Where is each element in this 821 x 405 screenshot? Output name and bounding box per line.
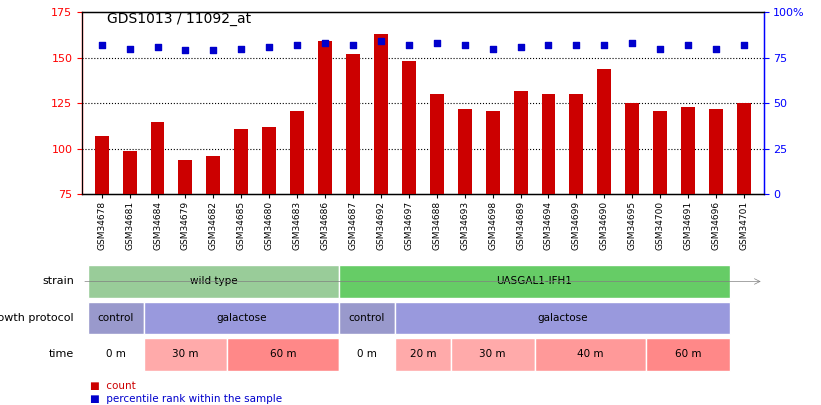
Bar (262, 127, 276, 194)
Point (486, 45, 499, 52)
Point (681, 42, 695, 48)
FancyBboxPatch shape (339, 301, 395, 335)
FancyBboxPatch shape (227, 338, 339, 371)
Point (291, 42, 304, 48)
Text: UASGAL1-IFH1: UASGAL1-IFH1 (497, 277, 572, 286)
Text: 0 m: 0 m (357, 350, 377, 359)
Text: ■  count: ■ count (90, 381, 136, 390)
Bar (430, 94, 444, 194)
Point (598, 42, 611, 48)
Text: control: control (349, 313, 385, 323)
Point (95, 42, 108, 48)
Bar (401, 62, 415, 194)
Bar (206, 156, 220, 194)
Point (654, 45, 667, 52)
Point (402, 42, 415, 48)
Point (709, 45, 722, 52)
Point (235, 45, 248, 52)
Text: 60 m: 60 m (675, 350, 701, 359)
Text: strain: strain (42, 277, 74, 286)
Bar (458, 109, 472, 194)
Text: galactose: galactose (537, 313, 588, 323)
Text: 30 m: 30 m (172, 350, 199, 359)
Bar (178, 160, 192, 194)
Text: ■  percentile rank within the sample: ■ percentile rank within the sample (90, 394, 282, 403)
Point (430, 40, 443, 47)
Text: 60 m: 60 m (270, 350, 296, 359)
FancyBboxPatch shape (395, 338, 451, 371)
Bar (598, 69, 612, 194)
Bar (654, 111, 667, 194)
FancyBboxPatch shape (451, 338, 534, 371)
Text: 30 m: 30 m (479, 350, 506, 359)
Bar (318, 41, 332, 194)
Text: control: control (98, 313, 134, 323)
Point (179, 47, 192, 54)
Point (737, 42, 750, 48)
Text: 20 m: 20 m (410, 350, 436, 359)
Bar (681, 107, 695, 194)
FancyBboxPatch shape (395, 301, 730, 335)
Point (319, 40, 332, 47)
FancyBboxPatch shape (88, 265, 339, 298)
Bar (122, 151, 136, 194)
FancyBboxPatch shape (339, 265, 730, 298)
Bar (346, 54, 360, 194)
Point (207, 47, 220, 54)
FancyBboxPatch shape (534, 338, 646, 371)
FancyBboxPatch shape (88, 301, 144, 335)
Bar (542, 94, 556, 194)
Bar (290, 111, 304, 194)
Bar (94, 136, 108, 194)
Bar (514, 91, 528, 194)
Point (626, 40, 639, 47)
FancyBboxPatch shape (339, 338, 395, 371)
Text: 40 m: 40 m (577, 350, 603, 359)
Point (346, 42, 360, 48)
Text: wild type: wild type (190, 277, 237, 286)
Bar (709, 109, 723, 194)
Bar (374, 34, 388, 194)
Point (542, 42, 555, 48)
Text: galactose: galactose (216, 313, 267, 323)
Point (151, 44, 164, 50)
Bar (737, 103, 751, 194)
FancyBboxPatch shape (144, 301, 339, 335)
Text: time: time (48, 350, 74, 359)
Text: 0 m: 0 m (106, 350, 126, 359)
Text: growth protocol: growth protocol (0, 313, 74, 323)
FancyBboxPatch shape (144, 338, 227, 371)
Bar (570, 94, 584, 194)
Bar (486, 111, 500, 194)
Point (374, 38, 388, 45)
Text: GDS1013 / 11092_at: GDS1013 / 11092_at (107, 12, 251, 26)
Bar (150, 122, 164, 194)
Point (458, 42, 471, 48)
Point (263, 44, 276, 50)
Point (514, 44, 527, 50)
Bar (626, 103, 640, 194)
FancyBboxPatch shape (646, 338, 730, 371)
Point (123, 45, 136, 52)
Bar (234, 129, 248, 194)
Point (570, 42, 583, 48)
FancyBboxPatch shape (88, 338, 144, 371)
